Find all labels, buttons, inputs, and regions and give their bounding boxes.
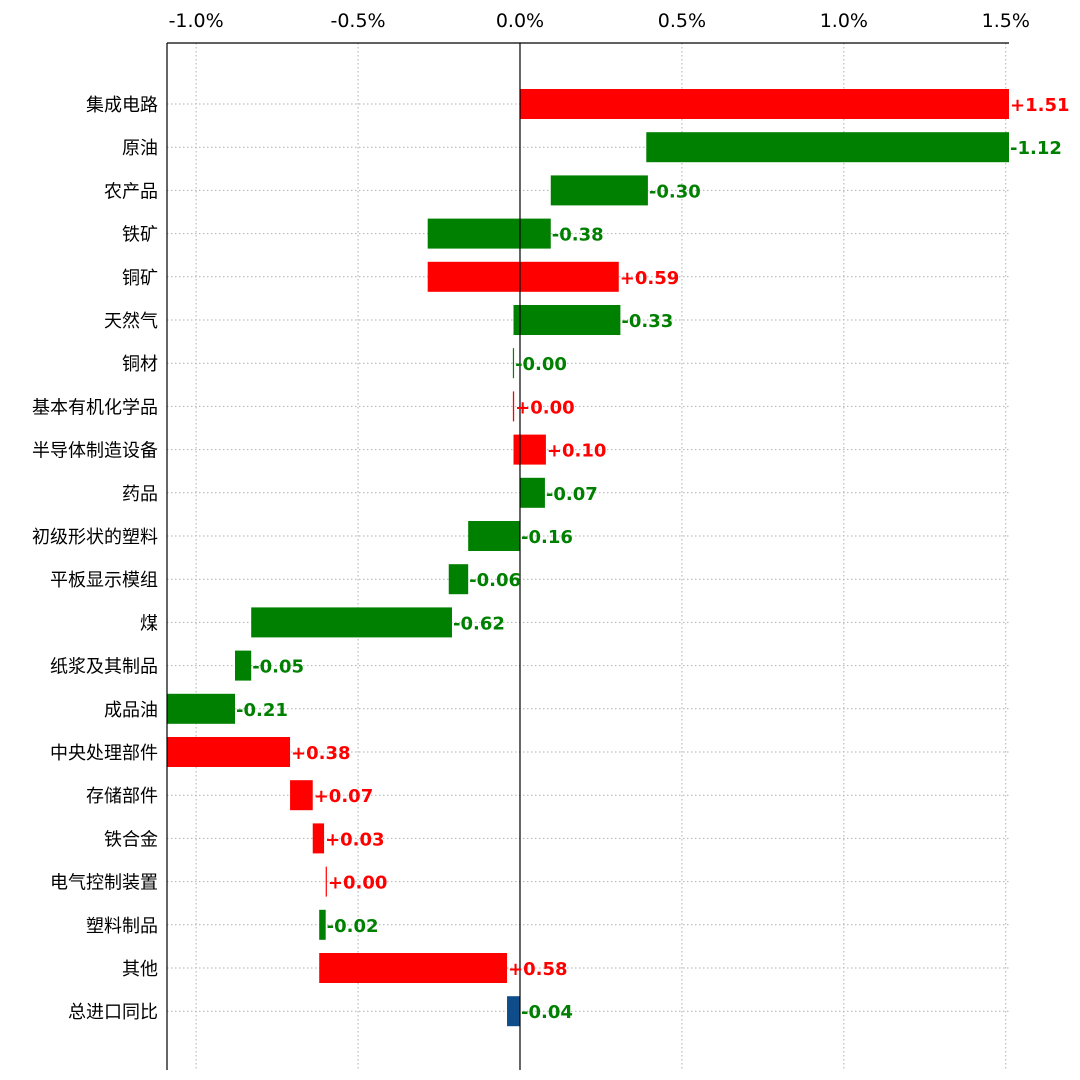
bar [290, 780, 313, 811]
data-label: -0.02 [327, 916, 379, 937]
category-labels: 集成电路原油农产品铁矿铜矿天然气铜材基本有机化学品半导体制造设备药品初级形状的塑… [32, 95, 158, 1023]
category-label: 铜矿 [122, 268, 158, 289]
data-label: -0.04 [521, 1002, 573, 1023]
data-label: +0.07 [314, 786, 374, 807]
category-label: 铁合金 [104, 829, 158, 850]
data-label: -0.30 [649, 181, 701, 202]
data-label: +0.58 [508, 959, 568, 980]
x-tick-label: 1.0% [820, 10, 868, 32]
bar [513, 305, 621, 335]
bar [427, 218, 551, 249]
data-label: -0.05 [252, 657, 304, 678]
bar [325, 866, 327, 897]
axes [166, 42, 1009, 1070]
data-label: +0.00 [328, 873, 388, 894]
category-label: 纸浆及其制品 [50, 657, 158, 678]
data-label: -0.21 [236, 700, 288, 721]
category-label: 铁矿 [122, 225, 158, 246]
data-label: -0.38 [552, 225, 604, 246]
bar [427, 261, 619, 292]
category-label: 铜材 [122, 354, 158, 375]
bar [646, 132, 1009, 163]
data-labels: +1.51 -1.12 -0.30 -0.38 +0.59 -0.33 -0.00 +0.00… [236, 95, 1069, 1023]
category-label: 塑料制品 [86, 916, 158, 937]
category-label: 药品 [122, 484, 158, 505]
bar [167, 737, 291, 767]
data-label: +0.10 [547, 441, 607, 462]
data-label: -0.00 [515, 354, 567, 375]
category-label: 平板显示模组 [50, 570, 158, 591]
bar [235, 650, 252, 681]
data-label: +1.51 [1010, 95, 1070, 116]
x-tick-label: 1.5% [982, 10, 1030, 32]
category-label: 基本有机化学品 [32, 397, 158, 418]
category-label: 原油 [122, 138, 158, 159]
category-label: 初级形状的塑料 [32, 527, 158, 548]
bars [167, 89, 1009, 1027]
data-label: +0.59 [620, 268, 680, 289]
category-label: 其他 [122, 959, 158, 980]
bar [519, 89, 1009, 119]
bar [319, 953, 508, 983]
category-label: 电气控制装置 [50, 873, 158, 894]
bar [507, 996, 520, 1027]
data-label: -0.62 [453, 613, 505, 634]
data-label: -1.12 [1010, 138, 1062, 159]
bar [550, 175, 648, 206]
bar [312, 823, 325, 854]
x-tick-label: 0.5% [658, 10, 706, 32]
bar [519, 477, 545, 508]
bar [468, 521, 520, 551]
category-label: 农产品 [104, 181, 158, 202]
bar [513, 434, 546, 465]
data-label: +0.03 [325, 829, 385, 850]
category-label: 总进口同比 [68, 1002, 158, 1023]
category-label: 煤 [140, 613, 158, 634]
data-label: +0.00 [515, 397, 575, 418]
category-label: 成品油 [104, 700, 158, 721]
bar [512, 348, 515, 379]
data-label: -0.33 [621, 311, 673, 332]
x-tick-labels: -1.0% -0.5% 0.0% 0.5% 1.0% 1.5% [169, 10, 1030, 32]
category-label: 天然气 [104, 311, 158, 332]
bar [319, 909, 326, 940]
x-tick-label: 0.0% [496, 10, 544, 32]
category-label: 存储部件 [86, 786, 158, 807]
data-label: -0.07 [546, 484, 598, 505]
data-label: -0.16 [521, 527, 573, 548]
bar [167, 693, 236, 724]
data-label: +0.38 [291, 743, 351, 764]
bar [512, 391, 515, 422]
x-tick-label: -1.0% [169, 10, 224, 32]
category-label: 半导体制造设备 [32, 441, 158, 462]
category-label: 中央处理部件 [50, 743, 158, 764]
bar [448, 564, 469, 595]
bar [251, 607, 452, 638]
category-label: 集成电路 [86, 95, 158, 116]
x-tick-label: -0.5% [330, 10, 385, 32]
data-label: -0.06 [469, 570, 521, 591]
